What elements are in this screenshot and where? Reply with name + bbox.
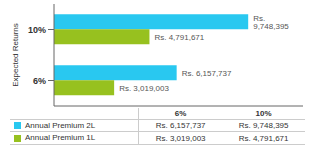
- svg-text:Rs. 4,791,671: Rs. 4,791,671: [154, 33, 204, 42]
- html-text:Rs. 3,019,003: Rs. 3,019,003: [155, 133, 206, 143]
- html-text:Rs. 6,157,737: Rs. 6,157,737: [155, 121, 206, 131]
- html-text:Rs. 9,748,395: Rs. 9,748,395: [238, 121, 289, 131]
- html-text:Annual Premium 2L: Annual Premium 2L: [25, 121, 96, 131]
- svg-text:Rs. 6,157,737: Rs. 6,157,737: [182, 69, 232, 78]
- svg-text:Expected Returns: Expected Returns: [11, 23, 20, 87]
- svg-text:Rs. 3,019,003: Rs. 3,019,003: [119, 84, 169, 93]
- svg-text:10%: 10%: [28, 25, 46, 35]
- svg-text:Rs.9,748,395: Rs.9,748,395: [253, 14, 289, 31]
- html-text:Annual Premium 1L: Annual Premium 1L: [25, 133, 96, 143]
- html-text:10%: 10%: [255, 109, 272, 118]
- svg-text:6%: 6%: [33, 76, 46, 86]
- html-text:Rs. 4,791,671: Rs. 4,791,671: [238, 133, 289, 143]
- html-text:6%: 6%: [174, 109, 187, 118]
